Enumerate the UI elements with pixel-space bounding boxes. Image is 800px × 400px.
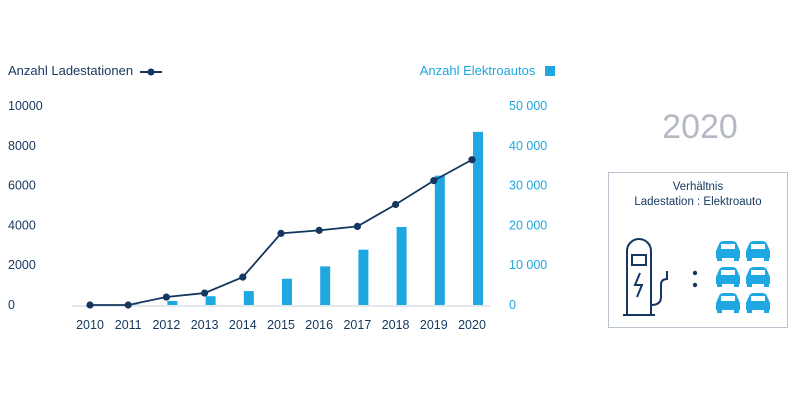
point-ladestationen	[86, 301, 94, 309]
y-left-tick-label: 2000	[8, 258, 36, 272]
legend-bar-marker-icon	[545, 66, 555, 76]
x-tick-label: 2012	[152, 318, 180, 332]
ratio-colon-dot	[692, 282, 698, 288]
year-display: 2020	[662, 108, 738, 146]
y-right-tick-label: 30 000	[509, 179, 547, 193]
y-right-tick-label: 10 000	[509, 258, 547, 272]
bar-elektroautos	[396, 226, 407, 305]
charging-station-icon	[623, 238, 668, 316]
car-icon	[746, 293, 770, 313]
legend-ladestationen: Anzahl Ladestationen	[8, 63, 164, 78]
x-tick-label: 2010	[76, 318, 104, 332]
y-right-tick-label: 50 000	[509, 99, 547, 113]
x-tick-label: 2013	[191, 318, 219, 332]
ratio-colon-dot	[692, 270, 698, 276]
legend-elektroautos-label: Anzahl Elektroautos	[419, 63, 536, 78]
point-ladestationen	[162, 293, 170, 301]
point-ladestationen	[430, 177, 438, 185]
point-ladestationen	[201, 289, 209, 297]
x-tick-label: 2014	[229, 318, 257, 332]
bar-elektroautos	[473, 131, 483, 305]
point-ladestationen	[353, 222, 361, 230]
car-icon	[746, 241, 770, 261]
ratio-graphic	[623, 238, 770, 316]
x-tick-label: 2020	[458, 318, 486, 332]
x-tick-label: 2018	[382, 318, 410, 332]
bar-elektroautos	[243, 291, 254, 305]
point-ladestationen	[277, 229, 285, 237]
y-left-tick-label: 0	[8, 298, 15, 312]
bar-elektroautos	[320, 266, 331, 305]
ratio-title: Verhältnis Ladestation : Elektroauto	[609, 180, 787, 210]
y-left-tick-label: 8000	[8, 139, 36, 153]
point-ladestationen	[315, 226, 323, 234]
point-ladestationen	[392, 200, 400, 209]
point-ladestationen	[468, 156, 476, 164]
bar-elektroautos	[358, 249, 369, 305]
y-left-tick-label: 4000	[8, 218, 36, 232]
y-right-tick-label: 40 000	[509, 139, 547, 153]
ratio-title-line1: Verhältnis	[672, 181, 724, 193]
ratio-panel: Verhältnis Ladestation : Elektroauto	[608, 172, 788, 328]
legend-elektroautos: Anzahl Elektroautos	[420, 63, 555, 78]
x-tick-label: 2019	[420, 318, 448, 332]
bar-elektroautos	[282, 278, 292, 305]
x-tick-label: 2015	[267, 318, 295, 332]
bar-elektroautos	[434, 175, 445, 305]
x-tick-label: 2017	[343, 318, 371, 332]
y-right-tick-label: 0	[509, 298, 516, 312]
point-ladestationen	[239, 273, 247, 281]
y-left-tick-label: 10000	[8, 99, 43, 113]
ratio-title-line2: Ladestation : Elektroauto	[634, 196, 762, 208]
y-right-tick-label: 20 000	[509, 218, 547, 232]
x-tick-label: 2016	[305, 318, 333, 332]
car-icon	[716, 293, 740, 313]
car-icon	[716, 241, 740, 261]
bar-elektroautos	[205, 296, 216, 305]
bar-elektroautos	[167, 301, 178, 305]
legend-line-marker-icon	[139, 68, 162, 76]
car-icon	[746, 267, 770, 287]
x-tick-label: 2011	[115, 318, 142, 332]
y-left-tick-label: 6000	[8, 179, 36, 193]
legend-ladestationen-label: Anzahl Ladestationen	[8, 63, 134, 78]
point-ladestationen	[124, 301, 132, 309]
car-icon	[716, 267, 740, 287]
